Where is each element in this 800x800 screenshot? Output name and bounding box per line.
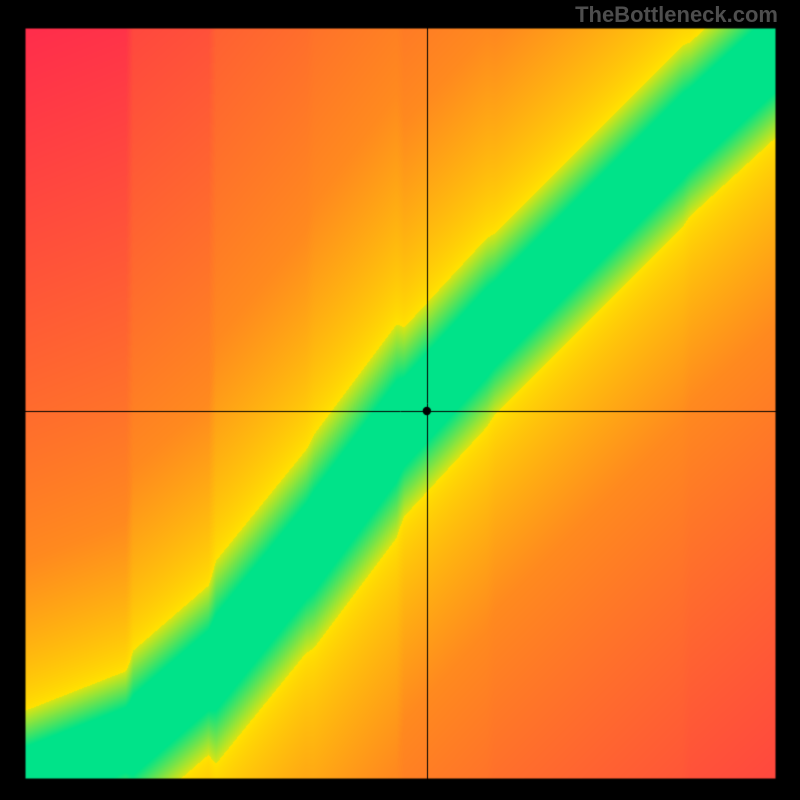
bottleneck-heatmap [0, 0, 800, 800]
watermark-text: TheBottleneck.com [575, 2, 778, 28]
